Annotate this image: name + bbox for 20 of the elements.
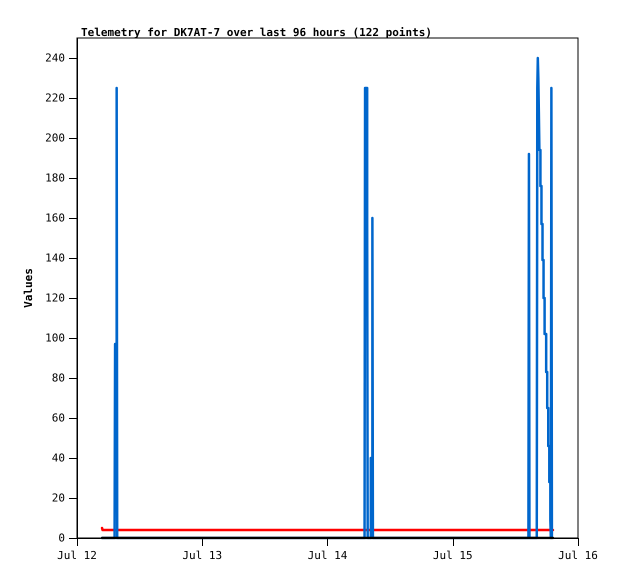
y-tick-label: 180: [45, 172, 65, 184]
x-tick-label: Jul 12: [57, 549, 97, 562]
y-tick-label: 120: [45, 292, 65, 304]
y-axis-title: Values: [22, 268, 36, 308]
y-tick-label: 160: [45, 212, 65, 224]
y-tick-label: 100: [45, 332, 65, 344]
x-tick-label: Jul 15: [432, 549, 473, 562]
y-tick-label: 220: [45, 92, 65, 104]
y-tick-label: 200: [45, 132, 65, 144]
y-tick-label: 80: [52, 372, 65, 384]
y-tick-label: 60: [52, 412, 65, 424]
y-tick-label: 40: [52, 452, 65, 464]
y-tick-label: 240: [45, 52, 65, 64]
y-tick-label: 0: [58, 532, 65, 544]
x-tick-label: Jul 13: [182, 549, 222, 562]
x-tick-label: Jul 16: [558, 549, 598, 562]
chart-title: Telemetry for DK7AT-7 over last 96 hours (122 points): [81, 26, 432, 39]
y-tick-label: 140: [45, 252, 65, 264]
y-tick-label: 20: [52, 492, 65, 504]
x-tick-label: Jul 14: [308, 549, 348, 562]
